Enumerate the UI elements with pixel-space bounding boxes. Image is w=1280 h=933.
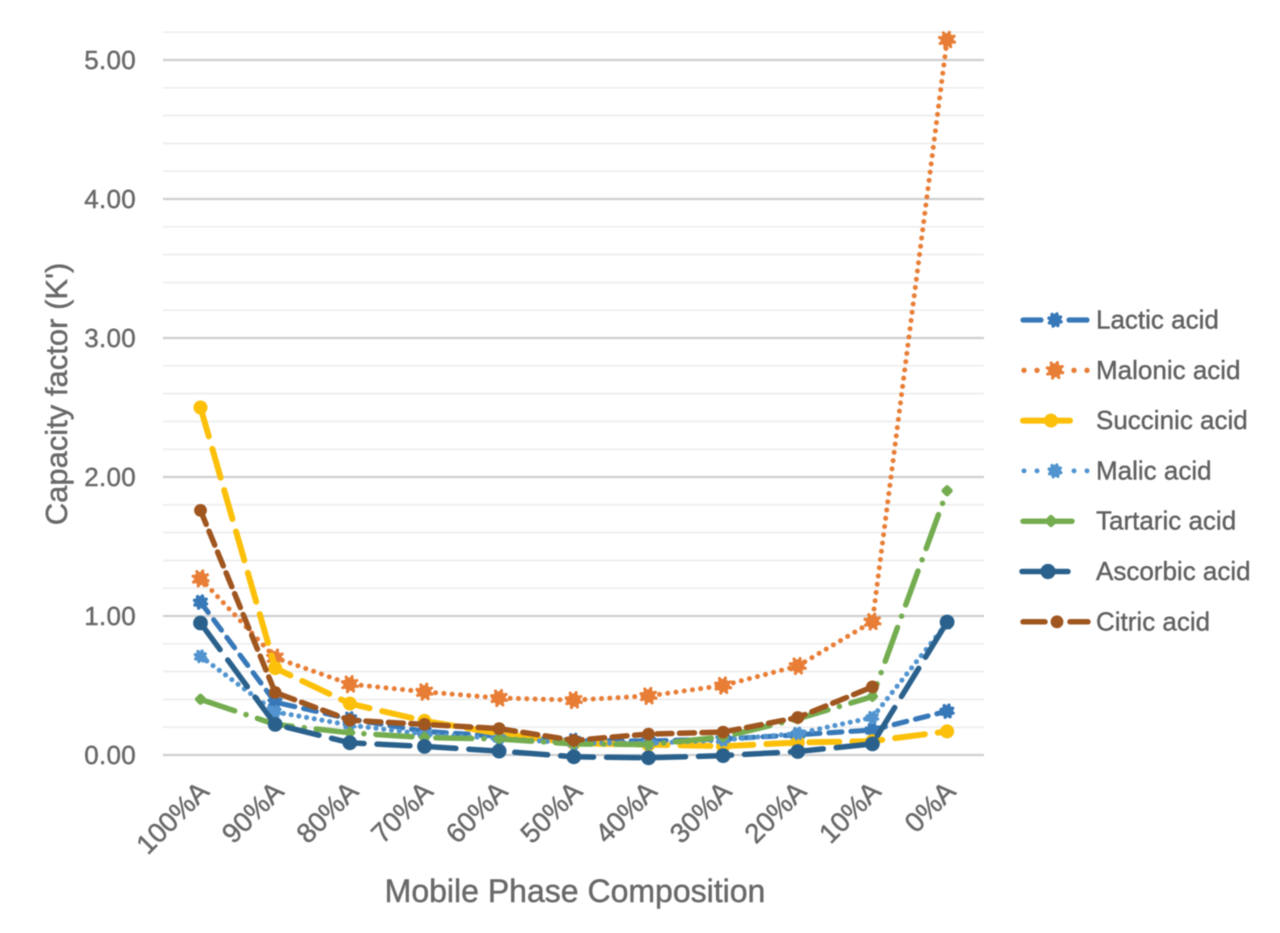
- svg-text:2.00: 2.00: [84, 462, 136, 492]
- svg-text:5.00: 5.00: [84, 45, 136, 75]
- svg-text:Citric acid: Citric acid: [1096, 606, 1210, 636]
- svg-text:4.00: 4.00: [84, 184, 136, 214]
- svg-text:Tartaric acid: Tartaric acid: [1096, 506, 1236, 536]
- svg-text:Malonic acid: Malonic acid: [1096, 355, 1241, 385]
- svg-text:Lactic acid: Lactic acid: [1096, 305, 1219, 335]
- svg-text:Succinic acid: Succinic acid: [1096, 405, 1248, 435]
- svg-text:Malic acid: Malic acid: [1096, 455, 1212, 485]
- svg-text:Capacity factor (K'): Capacity factor (K'): [39, 263, 74, 526]
- svg-text:3.00: 3.00: [84, 323, 136, 353]
- svg-text:1.00: 1.00: [84, 601, 136, 631]
- svg-text:Mobile Phase Composition: Mobile Phase Composition: [385, 873, 766, 909]
- svg-text:0.00: 0.00: [84, 740, 136, 770]
- svg-text:Ascorbic acid: Ascorbic acid: [1096, 556, 1251, 586]
